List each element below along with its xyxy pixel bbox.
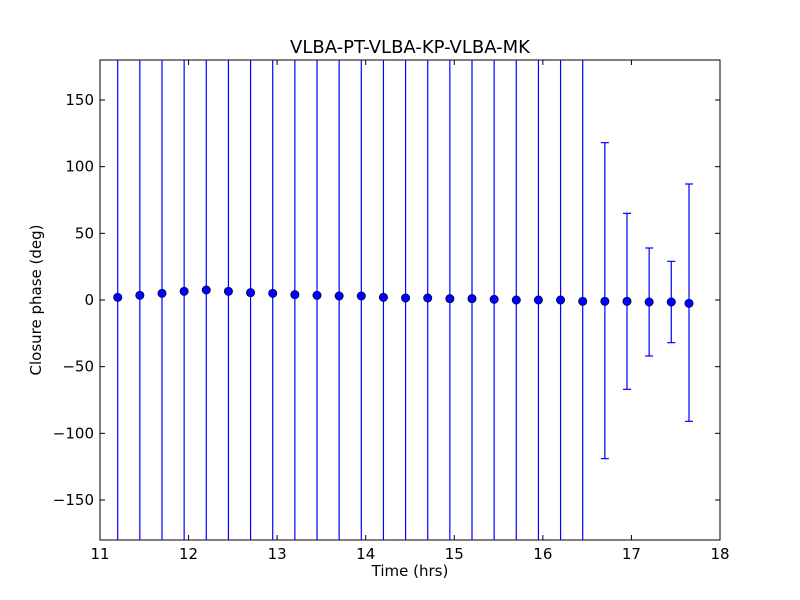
data-point: [644, 297, 654, 307]
y-tick-label: −100: [53, 424, 94, 442]
x-tick-label: 18: [710, 545, 729, 563]
x-tick-label: 12: [179, 545, 198, 563]
data-point: [378, 292, 388, 302]
data-point: [179, 286, 189, 296]
data-point: [556, 295, 566, 305]
data-point: [290, 290, 300, 300]
data-point: [578, 296, 588, 306]
data-point: [511, 295, 521, 305]
data-point: [334, 291, 344, 301]
data-point: [268, 288, 278, 298]
x-tick-label: 13: [268, 545, 287, 563]
x-tick-label: 14: [356, 545, 375, 563]
data-point: [356, 291, 366, 301]
data-point: [223, 286, 233, 296]
y-tick-label: −50: [62, 358, 94, 376]
x-tick-label: 17: [622, 545, 641, 563]
data-point: [489, 294, 499, 304]
x-tick-label: 15: [445, 545, 464, 563]
y-tick-label: 50: [75, 224, 94, 242]
x-axis-label: Time (hrs): [371, 562, 449, 580]
plot-area: 11 12 13 14 15 16 17 18 −150 −100 −50 0 50 100 150: [53, 59, 730, 563]
data-point: [423, 293, 433, 303]
chart-title: VLBA-PT-VLBA-KP-VLBA-MK: [290, 37, 531, 58]
data-point: [445, 294, 455, 304]
data-point: [533, 295, 543, 305]
data-point: [622, 296, 632, 306]
data-point: [157, 288, 167, 298]
y-tick-label: 0: [84, 291, 94, 309]
y-tick-label: 100: [65, 158, 94, 176]
y-tick-label: 150: [65, 91, 94, 109]
data-point: [401, 293, 411, 303]
data-point: [467, 294, 477, 304]
y-tick-label: −150: [53, 491, 94, 509]
data-point: [312, 290, 322, 300]
x-tick-label: 16: [533, 545, 552, 563]
data-point: [246, 288, 256, 298]
data-point: [113, 292, 123, 302]
x-tick-label: 11: [90, 545, 109, 563]
y-axis-label: Closure phase (deg): [27, 225, 45, 376]
data-point: [135, 290, 145, 300]
data-point: [666, 297, 676, 307]
data-point: [600, 296, 610, 306]
data-point: [201, 285, 211, 295]
data-point: [684, 298, 694, 308]
